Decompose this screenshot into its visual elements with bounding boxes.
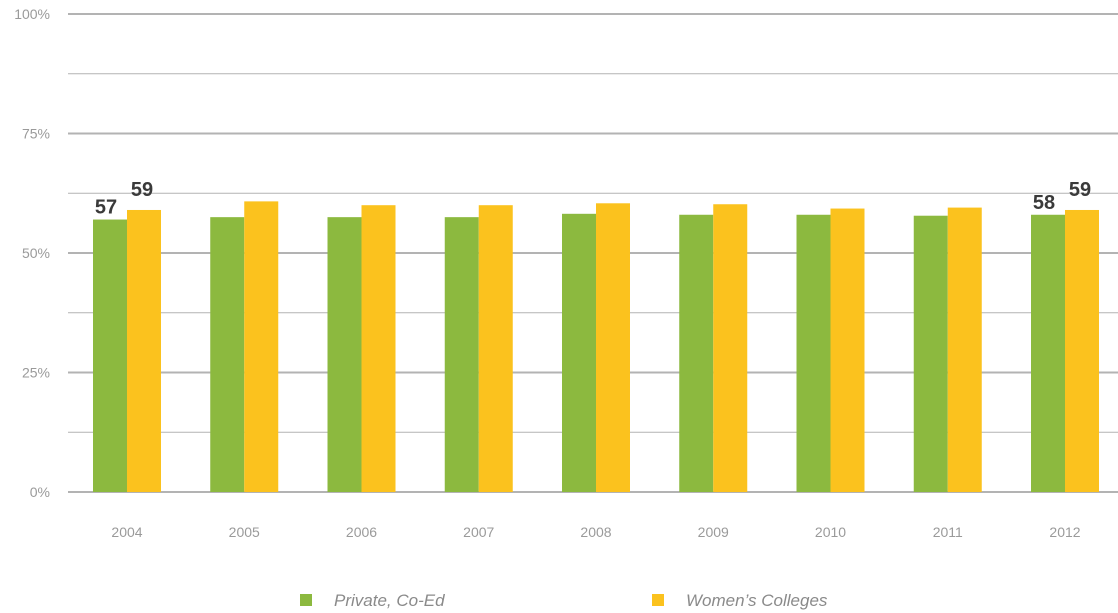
bar-womens-colleges-2011 (947, 207, 982, 492)
bar-private-coed-2006 (327, 217, 362, 492)
y-tick-label: 75% (22, 126, 50, 142)
bar-womens-colleges-2009 (713, 204, 748, 492)
y-tick-label: 100% (14, 6, 50, 22)
x-tick-label: 2004 (111, 524, 142, 540)
bar-private-coed-2010 (796, 214, 831, 492)
data-labels: 57 59 58 59 (95, 179, 1091, 219)
bar-womens-colleges-2005 (244, 201, 279, 492)
bar-private-coed-2011 (913, 215, 948, 492)
legend-label-0: Private, Co-Ed (334, 591, 445, 610)
x-tick-label: 2009 (698, 524, 729, 540)
y-tick-label: 25% (22, 365, 50, 381)
y-axis-tick-labels: 0% 25% 50% 75% 100% (14, 6, 50, 500)
x-tick-label: 2006 (346, 524, 377, 540)
y-tick-label: 0% (30, 484, 50, 500)
legend-swatch-1 (652, 594, 664, 606)
bar-private-coed-2012 (1031, 214, 1065, 492)
bar-private-coed-2007 (444, 217, 479, 492)
bar-womens-colleges-2006 (361, 205, 396, 492)
data-label: 58 (1033, 192, 1055, 214)
data-label: 59 (131, 179, 153, 201)
bar-private-coed-2005 (210, 217, 245, 492)
bar-private-coed-2008 (562, 213, 596, 492)
y-tick-label: 50% (22, 245, 50, 261)
data-label: 59 (1069, 179, 1091, 201)
x-tick-label: 2012 (1049, 524, 1080, 540)
bar-womens-colleges-2007 (478, 205, 513, 492)
legend-swatch-0 (300, 594, 312, 606)
x-tick-label: 2010 (815, 524, 846, 540)
bar-womens-colleges-2008 (596, 203, 630, 492)
x-tick-label: 2007 (463, 524, 494, 540)
x-tick-label: 2005 (229, 524, 260, 540)
bars (93, 201, 1099, 493)
bar-womens-colleges-2010 (830, 208, 865, 492)
bar-womens-colleges-2004 (127, 209, 161, 493)
bar-private-coed-2009 (679, 214, 714, 492)
legend-label-1: Women’s Colleges (686, 591, 828, 610)
bar-private-coed-2004 (93, 219, 127, 493)
legend: Private, Co-Ed Women’s Colleges (300, 591, 828, 610)
bar-womens-colleges-2012 (1065, 209, 1099, 493)
x-axis-tick-labels: 2004 2005 2006 2007 2008 2009 2010 2011 2012 (111, 524, 1080, 540)
x-tick-label: 2008 (580, 524, 611, 540)
x-tick-label: 2011 (933, 524, 963, 540)
data-label: 57 (95, 197, 117, 219)
